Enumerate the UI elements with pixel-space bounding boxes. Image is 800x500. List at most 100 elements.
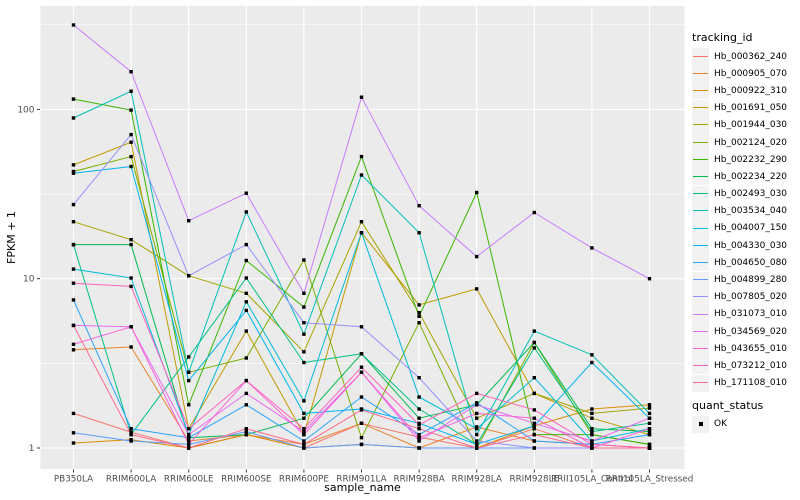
data-point	[647, 411, 652, 416]
legend-key-box	[692, 254, 709, 272]
data-point	[71, 242, 76, 247]
x-tick-label: RRIM600LA	[106, 475, 156, 485]
data-point	[302, 399, 306, 403]
data-point	[417, 432, 421, 437]
legend-key-box	[692, 185, 709, 203]
legend-item-quant-ok: OK	[692, 415, 798, 433]
legend-item-label: Hb_031073_010	[714, 309, 788, 320]
data-point	[359, 173, 364, 177]
data-point	[71, 202, 76, 207]
legend-key-line-icon	[693, 296, 708, 298]
data-point	[129, 439, 133, 443]
data-point	[244, 427, 248, 431]
legend-key-line-icon	[693, 124, 708, 126]
data-point	[302, 350, 306, 354]
data-point	[244, 378, 248, 383]
legend-item-Hb_002124_020: Hb_002124_020	[692, 134, 798, 152]
data-point	[359, 95, 364, 99]
data-point	[532, 446, 536, 450]
data-point	[244, 403, 248, 407]
data-point	[71, 171, 76, 175]
legend-title-tracking-id: tracking_id	[692, 31, 753, 44]
data-point	[187, 355, 191, 359]
data-point	[71, 441, 76, 445]
data-point	[244, 210, 248, 214]
data-point	[302, 291, 306, 295]
data-point	[647, 406, 652, 410]
data-point	[187, 378, 191, 383]
data-point	[187, 427, 191, 431]
x-tick-label: RRIM901LA	[336, 475, 386, 485]
data-point	[475, 432, 479, 437]
data-point	[129, 276, 133, 280]
data-point	[302, 432, 306, 437]
data-point	[475, 411, 479, 416]
data-point	[302, 427, 306, 431]
legend-key-line-icon	[693, 72, 708, 74]
legend-key-box	[692, 340, 709, 358]
legend-item-Hb_000905_070: Hb_000905_070	[692, 65, 798, 83]
legend-item-label: Hb_000362_240	[714, 51, 788, 62]
legend-item-label: Hb_000922_310	[714, 85, 788, 96]
legend-item-label: Hb_034569_020	[714, 326, 788, 337]
data-point	[187, 403, 191, 407]
x-tick-label: PB350LA	[54, 475, 93, 485]
data-point	[417, 231, 421, 235]
legend-title-quant-status: quant_status	[692, 398, 764, 412]
data-point	[590, 407, 594, 411]
data-point	[71, 116, 76, 120]
legend-key-box	[692, 288, 709, 306]
legend-item-label: Hb_001944_030	[714, 120, 788, 131]
legend-key-line-icon	[693, 176, 708, 177]
data-point	[187, 439, 191, 443]
data-point	[475, 439, 479, 443]
legend-key-line-icon	[693, 382, 708, 384]
legend-key-line-icon	[693, 347, 708, 349]
legend-key-line-icon	[693, 107, 708, 109]
data-point	[359, 220, 364, 224]
data-point	[359, 421, 364, 425]
legend-key-box	[692, 374, 709, 392]
data-point	[129, 140, 133, 144]
data-point	[590, 432, 594, 437]
data-point	[244, 308, 248, 313]
x-tick-label: RRIM928LE	[509, 475, 559, 485]
data-point	[187, 219, 191, 223]
data-point	[302, 442, 306, 447]
data-point	[244, 391, 248, 396]
data-point	[475, 391, 479, 396]
data-point	[244, 291, 248, 295]
data-point	[302, 258, 306, 262]
legend-items: Hb_000362_240 Hb_000905_070 Hb_000922_310 H…	[692, 48, 798, 392]
legend-key-line-icon	[693, 193, 708, 195]
legend-item-Hb_073212_010: Hb_073212_010	[692, 357, 798, 375]
data-point	[129, 132, 133, 137]
data-point	[187, 432, 191, 437]
data-point	[302, 439, 306, 443]
data-point	[475, 287, 479, 291]
legend-key-line-icon	[693, 141, 708, 143]
legend-item-label: Hb_043655_010	[714, 343, 788, 354]
data-point	[71, 163, 76, 167]
legend-item-Hb_004007_150: Hb_004007_150	[692, 219, 798, 237]
data-point	[244, 258, 248, 263]
legend-item-label: Hb_004330_030	[714, 240, 788, 251]
legend-item-Hb_007805_020: Hb_007805_020	[692, 288, 798, 306]
legend-key-line-icon	[693, 210, 708, 212]
data-point	[417, 446, 421, 450]
data-point	[244, 356, 248, 360]
data-point	[647, 403, 652, 407]
data-point	[590, 429, 594, 434]
data-point	[71, 267, 76, 271]
data-point	[417, 376, 421, 380]
legend-key-box	[692, 202, 709, 220]
legend-item-Hb_002234_220: Hb_002234_220	[692, 168, 798, 186]
data-point	[244, 300, 248, 304]
data-point	[417, 407, 421, 411]
legend-key-box	[692, 237, 709, 255]
legend-item-label: Hb_004650_080	[714, 257, 788, 268]
x-tick-label: RRIM600LE	[164, 475, 214, 485]
y-axis-title: FPKM + 1	[5, 211, 18, 264]
data-point	[71, 298, 76, 302]
legend-item-Hb_000362_240: Hb_000362_240	[692, 48, 798, 66]
